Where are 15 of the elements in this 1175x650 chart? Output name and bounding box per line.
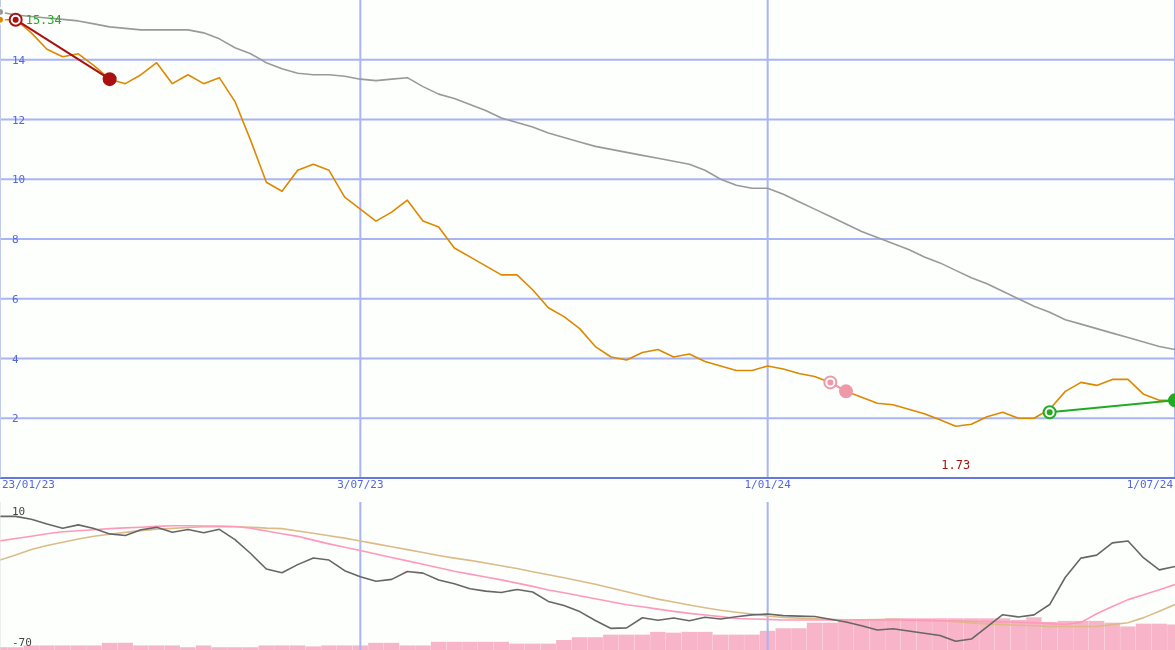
annotation: 15.34 xyxy=(25,12,62,27)
y-tick-label: -70 xyxy=(12,635,32,649)
x-tick-label: 1/07/24 xyxy=(1126,478,1174,491)
y-tick-label: 14 xyxy=(12,53,26,67)
x-tick-label: 23/01/23 xyxy=(2,478,55,491)
x-tick-label: 1/01/24 xyxy=(744,478,792,491)
y-tick-label: 10 xyxy=(12,173,26,187)
y-tick-label: 10 xyxy=(12,504,26,518)
x-tick-label: 3/07/23 xyxy=(337,478,384,491)
y-tick-label: 4 xyxy=(12,352,19,366)
y-tick-label: 6 xyxy=(12,292,19,306)
y-tick-label: 8 xyxy=(12,233,19,246)
y-tick-label: 12 xyxy=(12,113,26,127)
annotation: 1.73 xyxy=(941,457,971,472)
y-tick-label: 2 xyxy=(12,412,19,426)
